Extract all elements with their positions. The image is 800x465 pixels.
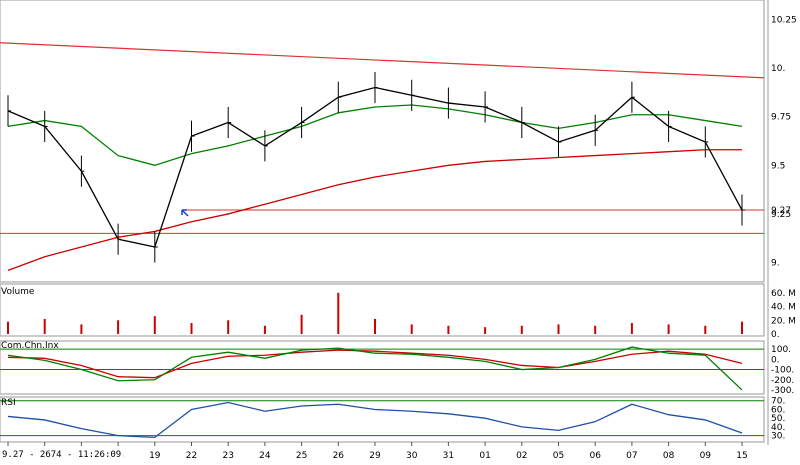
- resistance-trendline: [0, 42, 765, 79]
- x-axis-label: 05: [553, 451, 564, 461]
- x-axis-label: 06: [589, 451, 601, 461]
- x-axis-label: 30: [406, 451, 418, 461]
- price-tick-label: 10.: [771, 64, 785, 74]
- x-axis-label: 15: [736, 451, 747, 461]
- x-axis-label: 07: [626, 451, 637, 461]
- cci-panel-title: Com.Chn.Inx: [1, 341, 59, 351]
- cci-panel: [0, 340, 765, 395]
- last-price-label: 9.27: [771, 206, 791, 216]
- rsi-tick-label: 60.: [771, 405, 785, 415]
- price-tick-label: 9.5: [771, 161, 785, 171]
- sma-fast-line: [7, 104, 743, 166]
- x-axis-label: 29: [369, 451, 381, 461]
- volume-panel: [0, 283, 765, 337]
- price-panel: [0, 0, 765, 283]
- cci-line: [7, 346, 743, 391]
- rsi-tick-label: 30.: [771, 432, 785, 442]
- x-axis-label: 24: [259, 451, 271, 461]
- cci-tick-label: -100.: [771, 366, 794, 376]
- status-readout: 9.27 - 2674 - 11:26:09: [0, 450, 124, 460]
- x-axis-label: 01: [479, 451, 490, 461]
- x-axis-label: 31: [443, 451, 454, 461]
- volume-tick-label: 60. M: [771, 289, 796, 299]
- rsi-line: [7, 401, 743, 439]
- x-axis-label: 02: [516, 451, 527, 461]
- volume-panel-title: Volume: [1, 287, 35, 297]
- rsi-tick-label: 70.: [771, 397, 785, 407]
- rsi-tick-label: 50.: [771, 414, 785, 424]
- rsi-panel-title: RSI: [1, 398, 16, 408]
- x-axis-label: 23: [222, 451, 233, 461]
- volume-tick-label: 20. M: [771, 316, 796, 326]
- cci-tick-label: 0.: [771, 355, 780, 365]
- cci-tick-label: 100.: [771, 345, 791, 355]
- rsi-tick-label: 40.: [771, 423, 785, 433]
- cci-signal-line: [7, 349, 743, 379]
- sma-slow-line: [7, 149, 742, 271]
- x-axis-label: 25: [296, 451, 307, 461]
- x-axis-label: 22: [186, 451, 197, 461]
- cursor-arrow-icon: [181, 209, 189, 217]
- price-tick-label: 9.: [771, 259, 780, 269]
- x-axis-label: 08: [663, 451, 675, 461]
- x-axis-label: 19: [149, 451, 161, 461]
- volume-tick-label: 0.: [771, 330, 780, 340]
- cci-tick-label: -300.: [771, 386, 794, 396]
- rsi-panel: [0, 396, 765, 443]
- x-axis-label: 09: [700, 451, 712, 461]
- cci-tick-label: -200.: [771, 376, 794, 386]
- price-tick-label: 9.25: [771, 210, 791, 220]
- x-axis-label: 26: [333, 451, 345, 461]
- price-tick-label: 9.75: [771, 113, 791, 123]
- price-close-line: [7, 86, 743, 248]
- volume-tick-label: 40. M: [771, 303, 796, 313]
- price-tick-label: 10.25: [771, 15, 797, 25]
